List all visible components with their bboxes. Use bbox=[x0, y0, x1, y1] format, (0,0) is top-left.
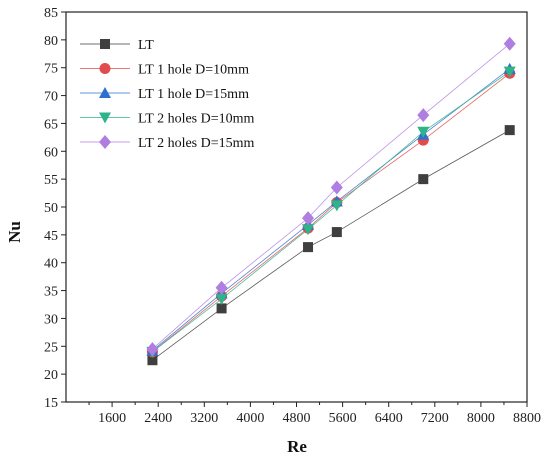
series-markers bbox=[146, 36, 516, 357]
series-group bbox=[152, 129, 510, 361]
series-markers bbox=[147, 125, 515, 366]
x-tick-label: 6400 bbox=[375, 411, 403, 426]
series-line bbox=[152, 71, 510, 353]
data-point bbox=[146, 342, 159, 357]
y-axis: 15 20 25 30 35 40 45 50 55 60 65 70 75 80 85 bbox=[44, 6, 66, 411]
legend-marker bbox=[99, 63, 111, 74]
series-layer bbox=[146, 36, 516, 366]
data-point bbox=[330, 200, 343, 212]
data-point bbox=[215, 280, 228, 295]
data-point bbox=[504, 125, 515, 136]
y-axis-title: Nu bbox=[5, 221, 24, 243]
plot-area bbox=[65, 11, 528, 403]
legend: LT LT 1 hole D=10mm LT 1 hole D=15mm LT 2 h… bbox=[80, 38, 255, 151]
data-point bbox=[417, 108, 430, 123]
y-tick-label: 80 bbox=[44, 34, 58, 49]
x-tick-label: 8000 bbox=[467, 411, 495, 426]
data-point bbox=[330, 180, 343, 195]
legend-label: LT 2 holes D=15mm bbox=[138, 136, 255, 151]
x-tick-label: 2400 bbox=[144, 411, 172, 426]
data-point bbox=[215, 293, 228, 305]
legend-label: LT bbox=[138, 38, 154, 53]
series-line bbox=[152, 68, 510, 352]
y-tick-label: 75 bbox=[44, 62, 58, 77]
x-tick-label: 5600 bbox=[329, 411, 357, 426]
plot-frame bbox=[65, 11, 528, 403]
series-line bbox=[152, 129, 510, 361]
legend-marker bbox=[99, 112, 111, 124]
data-point bbox=[302, 224, 315, 236]
x-tick-label: 8800 bbox=[513, 411, 541, 426]
x-axis-title: Re bbox=[287, 437, 307, 456]
y-tick-label: 65 bbox=[44, 117, 58, 132]
legend-marker bbox=[100, 39, 110, 49]
x-tick-label: 4000 bbox=[236, 411, 264, 426]
y-tick-label: 40 bbox=[44, 257, 58, 272]
legend-item: LT bbox=[80, 38, 154, 53]
y-tick-label: 85 bbox=[44, 6, 58, 21]
legend-marker bbox=[99, 87, 111, 98]
y-tick-label: 55 bbox=[44, 173, 58, 188]
y-tick-label: 60 bbox=[44, 145, 58, 160]
x-tick-label: 3200 bbox=[190, 411, 218, 426]
data-point bbox=[417, 126, 430, 138]
series-line bbox=[152, 43, 510, 350]
y-tick-label: 35 bbox=[44, 285, 58, 300]
data-point bbox=[302, 211, 315, 226]
y-tick-label: 25 bbox=[44, 340, 58, 355]
legend-label: LT 1 hole D=10mm bbox=[138, 63, 249, 78]
data-point bbox=[303, 242, 314, 253]
data-point bbox=[331, 227, 342, 238]
legend-marker bbox=[99, 135, 111, 149]
y-tick-label: 45 bbox=[44, 229, 58, 244]
series-group bbox=[152, 43, 510, 350]
legend-item: LT 2 holes D=15mm bbox=[80, 135, 255, 151]
x-tick-label: 7200 bbox=[421, 411, 449, 426]
data-point bbox=[503, 36, 516, 51]
legend-item: LT 1 hole D=15mm bbox=[80, 87, 249, 102]
data-point bbox=[418, 174, 429, 185]
data-point bbox=[216, 303, 227, 314]
legend-label: LT 2 holes D=10mm bbox=[138, 112, 255, 127]
data-point bbox=[503, 66, 516, 78]
legend-item: LT 1 hole D=10mm bbox=[80, 63, 249, 78]
data-point bbox=[147, 355, 158, 366]
x-axis: 1600 2400 3200 4000 4800 5600 6400 7200 8000 8800 bbox=[88, 402, 541, 426]
y-tick-label: 70 bbox=[44, 90, 58, 105]
y-tick-label: 50 bbox=[44, 201, 58, 216]
legend-label: LT 1 hole D=15mm bbox=[138, 87, 249, 102]
series-group bbox=[152, 72, 510, 353]
y-tick-label: 20 bbox=[44, 368, 58, 383]
series-group bbox=[152, 71, 510, 353]
x-tick-label: 4800 bbox=[283, 411, 311, 426]
legend-item: LT 2 holes D=10mm bbox=[80, 112, 255, 127]
series-line bbox=[152, 72, 510, 353]
x-tick-label: 1600 bbox=[98, 411, 126, 426]
y-tick-label: 30 bbox=[44, 312, 58, 327]
series-group bbox=[152, 68, 510, 352]
y-tick-label: 15 bbox=[44, 396, 58, 411]
